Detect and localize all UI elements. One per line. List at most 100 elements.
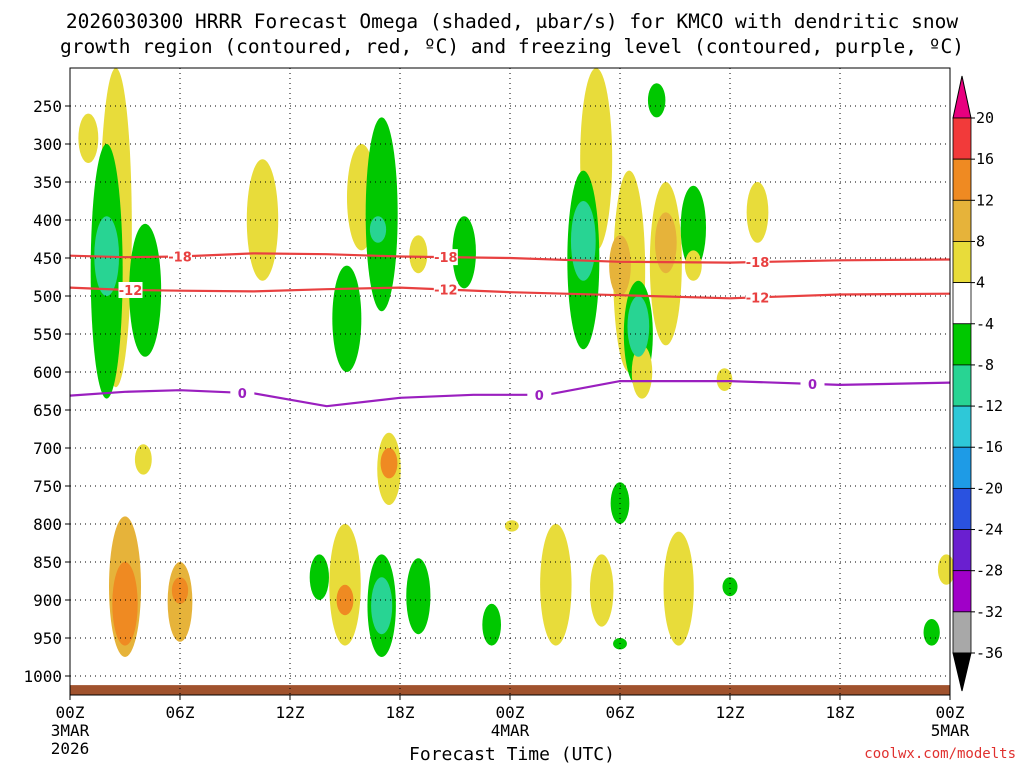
x-tick-year: 2026 (51, 739, 90, 758)
grid-lines (69, 68, 951, 695)
contour-label: -12 (434, 284, 458, 299)
omega-cell (452, 216, 476, 289)
colorbar-label: 4 (976, 274, 985, 292)
ground-band (70, 685, 950, 695)
colorbar-swatch (952, 364, 972, 407)
colorbar-swatch (952, 282, 972, 325)
omega-cell (309, 554, 329, 600)
x-tick-label: 00Z (936, 703, 965, 722)
colorbar-swatch (952, 570, 972, 613)
contour-label-bg (168, 248, 192, 265)
temperature-contours: -18 -18 -18 -12 -12 -12 0 0 0 (69, 248, 951, 408)
omega-cell (937, 554, 955, 585)
contour-label-bg (433, 281, 458, 298)
omega-cell (171, 577, 189, 604)
colorbar-swatch (952, 117, 972, 160)
contour-line (69, 286, 951, 300)
omega-cell (112, 562, 138, 646)
x-tick-label: 12Z (276, 703, 305, 722)
omega-cell (627, 296, 650, 357)
colorbar-label: -12 (976, 397, 1003, 415)
colorbar-swatch (952, 323, 972, 366)
omega-cell (609, 235, 631, 296)
contour-label: -12 (746, 291, 770, 306)
contour-label: -18 (746, 256, 770, 271)
colorbar-top-arrow (952, 75, 972, 119)
colorbar-label: -36 (976, 644, 1003, 662)
contour-label: -18 (168, 250, 192, 265)
y-tick-label: 350 (33, 173, 62, 192)
colorbar-label: -28 (976, 562, 1003, 580)
omega-cell (716, 368, 733, 391)
colorbar: 20 16 12 8 4 -4 -8 -12 -16 -20 -24 -28 -32 -36 (952, 75, 1003, 692)
contour-label-bg (800, 375, 825, 392)
colorbar-bottom-arrow (952, 652, 972, 692)
colorbar-swatch (952, 199, 972, 242)
contour-label: 0 (238, 387, 247, 402)
omega-cell (722, 577, 738, 597)
omega-cell (746, 182, 769, 243)
omega-cell (371, 577, 393, 635)
y-tick-label: 450 (33, 249, 62, 268)
y-tick-label: 750 (33, 477, 62, 496)
contour-label-bg (118, 281, 143, 298)
y-tick-label: 300 (33, 135, 62, 154)
x-axis-label: Forecast Time (UTC) (409, 744, 615, 765)
contour-label-bg (745, 253, 770, 270)
omega-cell (504, 520, 519, 532)
omega-cell (406, 558, 431, 635)
colorbar-swatch (952, 529, 972, 572)
x-tick-label: 06Z (606, 703, 635, 722)
y-axis: 250 300 350 400 450 500 550 600 650 700 750 800 850 9… (23, 97, 70, 686)
contour-label-bg (230, 384, 255, 401)
x-tick-label: 00Z (496, 703, 525, 722)
surface-band (70, 685, 950, 695)
x-tick-date: 5MAR (931, 721, 970, 740)
omega-cell (365, 117, 398, 312)
y-tick-label: 700 (33, 439, 62, 458)
omega-cell (684, 250, 702, 281)
colorbar-label: 12 (976, 191, 994, 209)
y-tick-label: 500 (33, 287, 62, 306)
y-tick-label: 850 (33, 553, 62, 572)
x-tick-date: 3MAR (51, 721, 90, 740)
y-tick-label: 600 (33, 363, 62, 382)
colorbar-label: -16 (976, 438, 1003, 456)
colorbar-swatch (952, 405, 972, 448)
colorbar-label: -32 (976, 603, 1003, 621)
colorbar-swatch (952, 487, 972, 530)
omega-cell (482, 603, 502, 646)
omega-cell (540, 524, 572, 646)
omega-shading (78, 68, 955, 657)
omega-cell (680, 185, 707, 270)
contour-label-bg (433, 249, 458, 266)
y-tick-label: 800 (33, 515, 62, 534)
omega-cell (329, 524, 361, 646)
omega-cell (369, 216, 387, 243)
x-tick-label: 18Z (386, 703, 415, 722)
colorbar-label: -24 (976, 521, 1003, 539)
chart-title-line2: growth region (contoured, red, ºC) and f… (60, 35, 964, 58)
contour-label: 0 (535, 389, 544, 404)
y-tick-label: 1000 (23, 667, 62, 686)
contour-line (69, 380, 951, 408)
y-tick-label: 900 (33, 591, 62, 610)
colorbar-label: 20 (976, 109, 994, 127)
colorbar-label: 8 (976, 232, 985, 250)
x-tick-date: 4MAR (491, 721, 530, 740)
x-tick-label: 00Z (56, 703, 85, 722)
omega-cell (246, 159, 279, 281)
contour-label-bg (745, 289, 770, 306)
omega-cell (380, 448, 398, 479)
omega-cell (647, 83, 666, 118)
colorbar-swatch (952, 241, 972, 284)
colorbar-label: -4 (976, 315, 994, 333)
colorbar-label: -20 (976, 479, 1003, 497)
omega-cell (589, 554, 614, 627)
omega-cell (923, 619, 940, 646)
omega-cell (631, 345, 653, 399)
omega-cell (78, 113, 99, 163)
colorbar-label: -8 (976, 356, 994, 374)
